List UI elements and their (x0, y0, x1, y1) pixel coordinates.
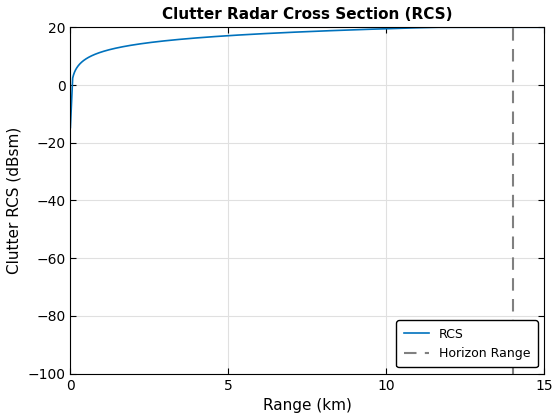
RCS (351, 27, 358, 32)
RCS (67, 125, 74, 130)
Y-axis label: Clutter RCS (dBsm): Clutter RCS (dBsm) (7, 127, 22, 274)
Legend: RCS, Horizon Range: RCS, Horizon Range (396, 320, 538, 368)
RCS (375, 26, 382, 32)
Line: RCS: RCS (71, 27, 544, 128)
RCS (541, 25, 548, 30)
RCS (421, 25, 427, 30)
RCS (432, 25, 438, 30)
RCS (457, 25, 464, 30)
RCS (153, 39, 160, 44)
Title: Clutter Radar Cross Section (RCS): Clutter Radar Cross Section (RCS) (162, 7, 452, 22)
Horizon Range (509, 82, 516, 87)
RCS (248, 32, 255, 37)
Horizon Range (509, 80, 516, 85)
X-axis label: Range (km): Range (km) (263, 398, 352, 413)
